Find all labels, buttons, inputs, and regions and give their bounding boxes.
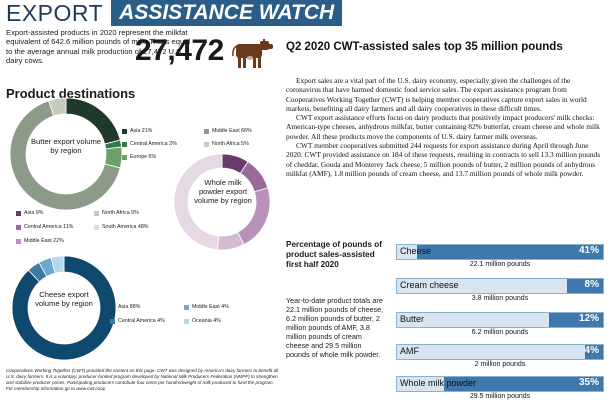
whole-milk-legend: Asia 9% Central America 11% Middle East …	[16, 210, 176, 250]
bar-butter: Butter 12% 6.2 million pounds	[396, 312, 604, 336]
article-title: Q2 2020 CWT-assisted sales top 35 millio…	[286, 41, 563, 53]
bar-cheese: Cheese 41% 22.1 million pounds	[396, 244, 604, 268]
page-header: EXPORT ASSISTANCE WATCH	[6, 0, 343, 26]
butter-legend: Asia 21% Central America 2% Europe 6% Mi…	[122, 128, 282, 164]
legend-wmp-middle-east: Middle East 22%	[16, 238, 64, 244]
bar-percent: 41%	[578, 245, 599, 256]
bar-name: Whole milk powder	[400, 378, 477, 388]
cheese-donut	[11, 255, 117, 361]
bar-name: AMF	[400, 346, 419, 356]
cheese-donut-label: Cheese export volume by region	[35, 290, 93, 308]
legend-wmp-central-america: Central America 11%	[16, 224, 73, 230]
whole-milk-donut-label: Whole milk powder export volume by regio…	[194, 178, 252, 205]
legend-butter-europe: Europe 6%	[122, 154, 156, 160]
percentage-title: Percentage of pounds of product sales-as…	[286, 240, 382, 269]
destinations-title: Product destinations	[6, 86, 136, 101]
donut-slice-oceania	[50, 255, 65, 274]
bar-subtext: 29.5 million pounds	[469, 393, 531, 400]
donut-slice-north-africa	[48, 97, 67, 117]
bar-name: Cream cheese	[400, 280, 459, 290]
legend-cheese-oceania: Oceania 4%	[184, 318, 221, 324]
legend-butter-central-america: Central America 2%	[122, 141, 177, 147]
legend-cheese-central-america: Central America 4%	[110, 318, 165, 324]
bar-amf: AMF 4% 2 million pounds	[396, 344, 604, 368]
bar-percent: 4%	[584, 345, 599, 356]
legend-wmp-south-america: South America 48%	[94, 224, 149, 230]
article-body: Export sales are a vital part of the U.S…	[286, 76, 606, 178]
bar-cream-cheese: Cream cheese 8% 3.8 million pounds	[396, 278, 604, 302]
legend-wmp-north-africa: North Africa 9%	[94, 210, 139, 216]
bar-percent: 35%	[578, 377, 599, 388]
cow-icon	[232, 39, 273, 68]
bar-percent: 12%	[578, 313, 599, 324]
whole-milk-donut	[173, 153, 271, 251]
legend-wmp-asia: Asia 9%	[16, 210, 43, 216]
bar-whole-milk-powder: Whole milk powder 35% 29.5 million pound…	[396, 376, 604, 400]
legend-cheese-asia: Asia 88%	[110, 304, 140, 310]
bar-subtext: 2 million pounds	[474, 361, 526, 368]
donut-slice-south-america	[173, 153, 223, 251]
footnote: Cooperatives Working Together (CWT) prov…	[6, 368, 279, 391]
butter-donut	[9, 97, 123, 211]
legend-butter-asia: Asia 21%	[122, 128, 152, 134]
legend-butter-middle-east: Middle East 66%	[204, 128, 252, 134]
legend-butter-north-africa: North Africa 5%	[204, 141, 249, 147]
donut-slice-middle-east	[9, 100, 121, 211]
legend-cheese-middle-east: Middle East 4%	[184, 304, 229, 310]
butter-donut-label: Butter export volume by region	[30, 137, 102, 155]
bar-subtext: 3.8 million pounds	[471, 295, 529, 302]
article-paragraph: CWT export assistance efforts focus on d…	[286, 113, 600, 141]
bar-subtext: 22.1 million pounds	[469, 261, 531, 268]
article-paragraph: Export sales are a vital part of the U.S…	[286, 76, 587, 113]
bar-name: Butter	[400, 314, 425, 324]
article-paragraph: CWT member cooperatives submitted 244 re…	[286, 141, 601, 178]
header-title-bold: ASSISTANCE WATCH	[111, 0, 343, 26]
donut-slice-asia	[11, 255, 117, 361]
intro-text: Export-assisted products in 2020 represe…	[6, 28, 191, 66]
bar-subtext: 6.2 million pounds	[471, 329, 529, 336]
bar-name: Cheese	[400, 246, 432, 256]
header-title-plain: EXPORT	[6, 0, 104, 26]
bar-percent: 8%	[584, 279, 599, 290]
cheese-legend: Asia 88% Central America 4% Middle East …	[110, 304, 280, 328]
ytd-text: Year-to-date product totals are 22.1 mil…	[286, 296, 384, 359]
big-number: 27,472	[135, 34, 224, 67]
